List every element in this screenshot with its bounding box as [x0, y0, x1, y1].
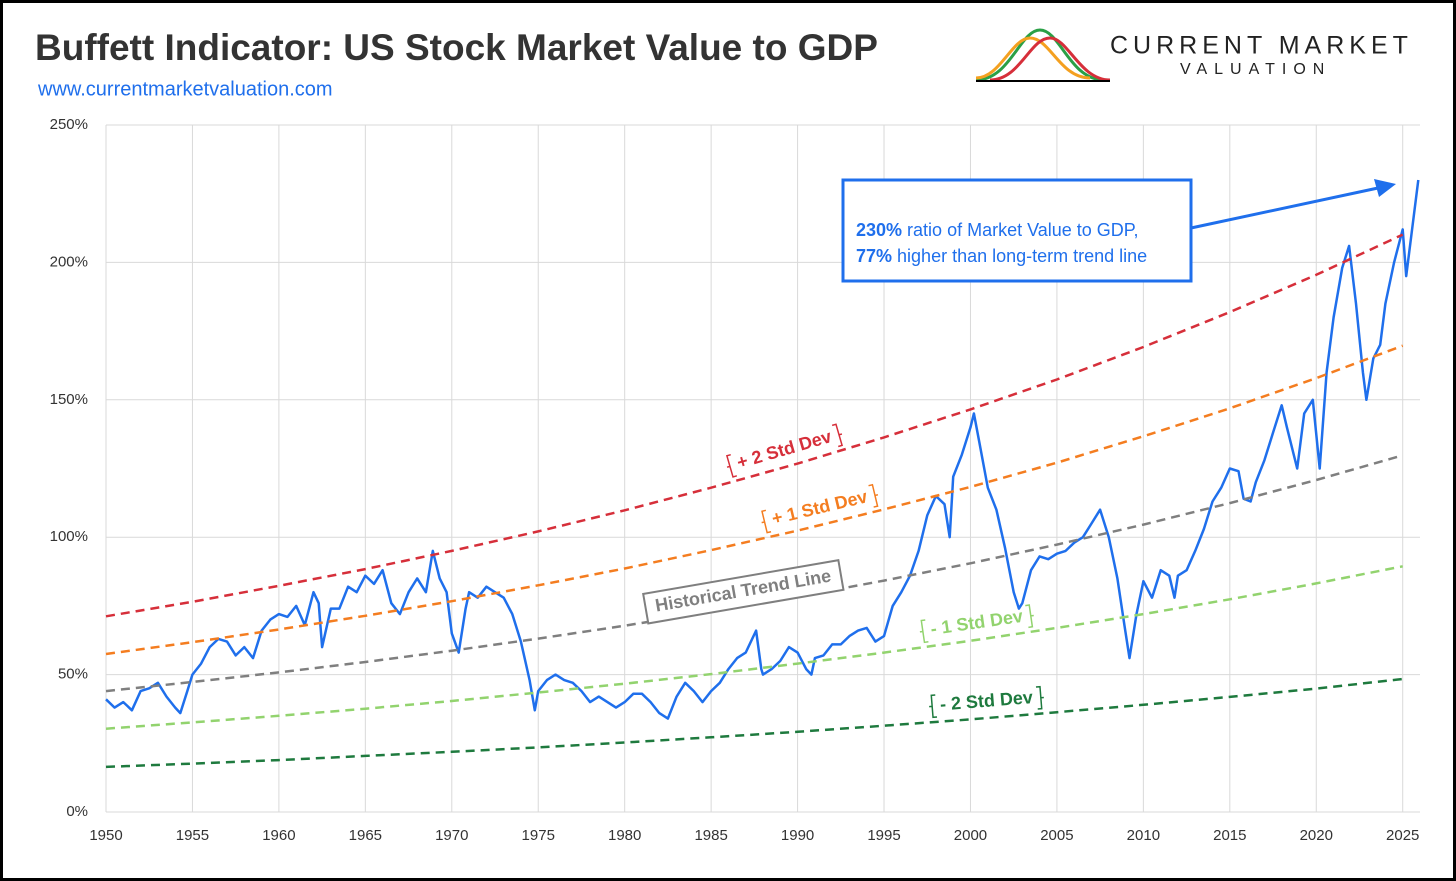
indicator-line: [105, 179, 1420, 720]
label-bracket: [831, 423, 844, 448]
y-tick-label: 0%: [66, 803, 88, 820]
x-tick-label: 1990: [781, 827, 814, 844]
x-tick-label: 2015: [1213, 827, 1246, 844]
y-tick-label: 100%: [50, 528, 88, 545]
trend-line: [105, 233, 1404, 618]
annotation-text: 230% ratio of Market Value to GDP,: [856, 220, 1139, 240]
title: Buffett Indicator: US Stock Market Value…: [35, 27, 878, 68]
x-tick-label: 1985: [694, 827, 727, 844]
label-bracket: [1025, 604, 1034, 629]
y-tick-label: 200%: [50, 253, 88, 270]
x-tick-label: 2005: [1040, 827, 1073, 844]
x-tick-label: 1970: [435, 827, 468, 844]
trend-line: [105, 454, 1404, 693]
y-tick-label: 250%: [50, 116, 88, 133]
x-tick-label: 1965: [349, 827, 382, 844]
logo: [975, 28, 1111, 82]
x-tick-label: 1980: [608, 827, 641, 844]
annotation-box: [841, 178, 1193, 283]
annotation-arrow: [1190, 186, 1379, 230]
logo-subtext: VALUATION: [1180, 61, 1331, 78]
x-tick-label: 1950: [89, 827, 122, 844]
annotation-line: ratio of Market Value to GDP,: [907, 220, 1138, 240]
label-bracket: [868, 483, 879, 508]
x-tick-label: 2000: [954, 827, 987, 844]
x-tick-label: 1955: [176, 827, 209, 844]
x-tick-label: 1960: [262, 827, 295, 844]
x-tick-label: 1995: [867, 827, 900, 844]
annotation-line: higher than long-term trend line: [897, 246, 1147, 266]
label-bracket: [929, 694, 938, 719]
arrow-head: [1374, 179, 1396, 197]
x-tick-label: 1975: [522, 827, 555, 844]
label-bracket: [919, 619, 929, 644]
label-bracket: [725, 453, 738, 478]
y-tick-label: 50%: [58, 666, 88, 683]
trend-line: [105, 565, 1403, 730]
series-label-box: [642, 559, 845, 625]
trend-line: [105, 677, 1403, 769]
x-tick-label: 2010: [1127, 827, 1160, 844]
x-tick-label: 2025: [1386, 827, 1419, 844]
annotation-text: 77% higher than long-term trend line: [856, 246, 1147, 266]
label-bracket: [1035, 685, 1044, 710]
y-tick-label: 150%: [50, 391, 88, 408]
logo-text: CURRENT MARKET: [1110, 32, 1413, 60]
x-tick-label: 2020: [1300, 827, 1333, 844]
annotation-bold: 230%: [856, 220, 902, 240]
annotation: 230% ratio of Market Value to GDP, 77% hig…: [841, 178, 1396, 283]
trend-line: [105, 344, 1404, 656]
label-bracket: [761, 509, 772, 534]
url: www.currentmarketvaluation.com: [37, 78, 333, 100]
annotation-bold: 77%: [856, 246, 892, 266]
